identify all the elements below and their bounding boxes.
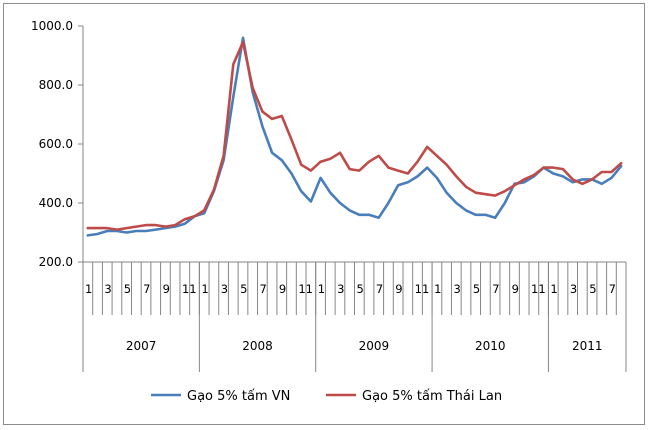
month-tick-label: 5 [240,282,247,296]
month-tick-label: 5 [124,282,131,296]
y-tick-label: 400.0 [39,196,73,210]
series-lines [86,36,623,237]
legend-label-2: Gạo 5% tấm Thái Lan [362,389,502,404]
month-tick-label: 3 [453,282,460,296]
chart-axes [82,26,627,372]
year-label: 2010 [475,339,506,353]
month-tick-label: 9 [279,282,286,296]
year-label: 2007 [126,339,157,353]
month-tick-label: 3 [221,282,228,296]
month-tick-label: 1 [434,282,441,296]
y-tick-label: 200.0 [39,255,73,269]
legend-label-1: Gạo 5% tấm VN [187,389,290,404]
month-tick-label: 5 [357,282,364,296]
legend: Gạo 5% tấm VN Gạo 5% tấm Thái Lan [151,389,502,404]
month-tick-label: 7 [260,282,267,296]
month-tick-label: 1 [85,282,92,296]
month-tick-label: 11 [415,282,430,296]
y-axis-ticks: 1000.0 800.0 600.0 400.0 200.0 [31,19,83,269]
month-tick-label: 7 [376,282,383,296]
month-tick-label: 5 [589,282,596,296]
month-tick-label: 1 [201,282,208,296]
year-label: 2008 [242,339,273,353]
month-tick-label: 1 [318,282,325,296]
month-tick-label: 3 [337,282,344,296]
month-tick-label: 3 [570,282,577,296]
month-tick-label: 11 [182,282,197,296]
chart-frame: 1000.0 800.0 600.0 400.0 200.0 1 3 5 7 9 11 1 3 5 7 9 1… [3,3,645,425]
month-tick-label: 9 [395,282,402,296]
month-tick-label: 5 [473,282,480,296]
series-line-1 [86,36,623,237]
month-tick-label: 9 [512,282,519,296]
month-tick-label: 7 [609,282,616,296]
month-tick-label: 1 [550,282,557,296]
month-tick-label: 3 [104,282,111,296]
y-tick-label: 1000.0 [31,19,73,33]
year-label: 2009 [359,339,390,353]
y-tick-label: 600.0 [39,137,73,151]
series-line-2 [86,40,623,231]
year-label: 2011 [572,339,603,353]
month-tick-label: 7 [143,282,150,296]
month-tick-label: 11 [298,282,313,296]
month-tick-label: 11 [531,282,546,296]
month-tick-label: 9 [163,282,170,296]
y-tick-label: 800.0 [39,78,73,92]
month-tick-label: 7 [492,282,499,296]
